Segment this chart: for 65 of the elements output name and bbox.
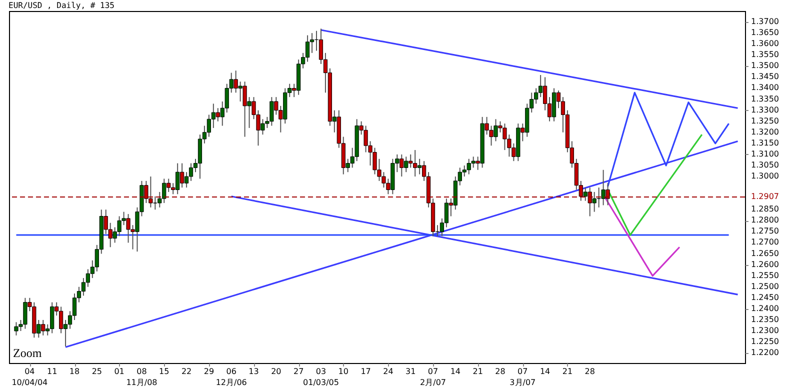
y-tick-label: 1.2300 — [751, 326, 779, 335]
candlestick — [81, 278, 86, 296]
x-tick-label: 10 — [338, 367, 348, 376]
x-tick-label: 24 — [383, 367, 394, 376]
x-tick-label: 18 — [69, 367, 80, 376]
candlestick — [72, 292, 77, 320]
x-tick-label: 25 — [92, 367, 102, 376]
x-tick-label: 15 — [159, 367, 170, 376]
y-tick-label: 1.2750 — [751, 226, 779, 236]
y-tick-label: 1.3600 — [751, 39, 779, 48]
y-tick-label: 1.2650 — [751, 248, 779, 258]
x-tick-label: 27 — [293, 367, 304, 376]
x-tick-label: 28 — [584, 367, 595, 376]
x-tick-label: 17 — [360, 367, 371, 376]
x-tick-label: 04 10/04/04 — [12, 367, 48, 387]
x-tick-label: 01 — [114, 367, 124, 376]
y-tick-label: 1.3050 — [751, 160, 779, 170]
x-tick-label: 21 — [562, 367, 573, 376]
y-tick-label: 1.3300 — [751, 105, 779, 114]
x-tick-label: 29 — [204, 367, 214, 376]
y-tick-label: 1.2600 — [751, 260, 779, 269]
y-tick-label: 1.2200 — [751, 348, 779, 358]
y-tick-label: 1.2700 — [751, 238, 779, 247]
y-tick-label: 1.2500 — [751, 282, 779, 291]
y-tick-label: 1.3650 — [751, 28, 779, 38]
x-tick-label: 03 01/03/05 — [303, 367, 339, 387]
y-tick-label: 1.3200 — [751, 127, 779, 136]
x-tick-label: 31 — [406, 367, 416, 376]
x-tick-label: 21 — [472, 367, 483, 376]
x-tick-label: 28 — [495, 367, 506, 376]
y-tick-label: 1.3100 — [751, 149, 779, 158]
y-tick-label: 1.3250 — [751, 116, 779, 126]
y-tick-label: 1.2800 — [751, 216, 779, 225]
y-tick-label: 1.2250 — [751, 337, 779, 346]
x-tick-label: 06 12月/06 — [216, 367, 247, 387]
y-tick-label: 1.2400 — [751, 304, 779, 313]
y-tick-label: 1.2350 — [751, 314, 779, 324]
ref-line-label: 1.2907 — [751, 192, 779, 202]
y-tick-label: 1.2450 — [751, 292, 779, 302]
candlestick — [444, 198, 449, 228]
candlestick — [188, 162, 194, 182]
candlestick — [305, 34, 310, 62]
y-tick-label: 1.3550 — [751, 50, 779, 60]
annotation: Zoom — [13, 346, 42, 360]
y-tick-label: 1.3700 — [751, 17, 779, 26]
y-tick-label: 1.2550 — [751, 270, 779, 280]
candlestick — [310, 32, 314, 54]
y-tick-label: 1.3450 — [751, 72, 779, 82]
x-tick-label: 07 2月/07 — [420, 367, 446, 387]
candlestick — [184, 172, 189, 188]
x-tick-label: 11 — [47, 367, 58, 376]
x-tick-label: 20 — [271, 367, 282, 376]
chart-title: EUR/USD , Daily, # 135 — [8, 1, 115, 10]
y-tick-label: 1.3000 — [751, 172, 779, 181]
y-tick-label: 1.3500 — [751, 61, 779, 70]
x-tick-label: 13 — [248, 367, 259, 376]
y-tick-label: 1.3150 — [751, 138, 779, 148]
x-tick-label: 14 — [450, 367, 461, 376]
y-tick-label: 1.3350 — [751, 94, 779, 104]
x-tick-label: 14 — [540, 367, 550, 376]
x-tick-label: 22 — [181, 367, 192, 376]
x-tick-label: 07 3月/07 — [510, 367, 536, 387]
x-tick-label: 08 11月/08 — [126, 367, 158, 387]
y-tick-label: 1.2850 — [751, 204, 779, 214]
y-tick-label: 1.3400 — [751, 83, 779, 92]
